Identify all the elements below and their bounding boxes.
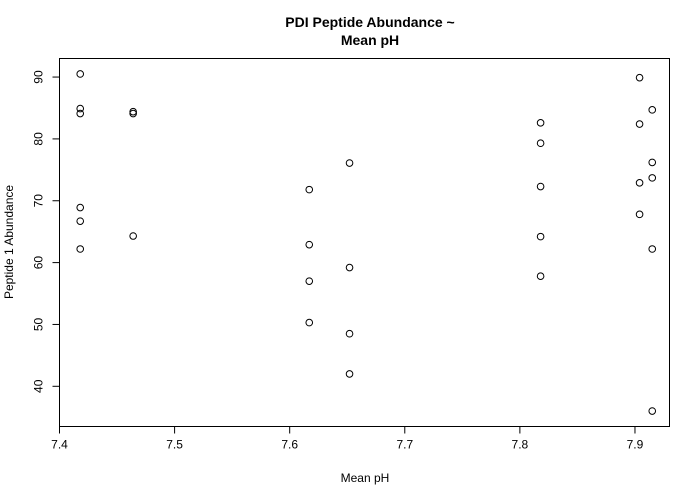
x-tick-label: 7.9 <box>627 438 644 452</box>
x-axis: 7.4 7.5 7.6 7.7 7.8 7.9 <box>51 426 644 452</box>
y-tick-label: 70 <box>32 194 46 208</box>
y-tick-label: 60 <box>32 256 46 270</box>
plot-frame <box>59 58 670 427</box>
data-point <box>648 407 657 415</box>
data-point <box>635 73 644 82</box>
data-point <box>76 104 85 113</box>
x-axis-label: Mean pH <box>341 471 390 485</box>
data-point <box>536 272 545 281</box>
y-tick-label: 50 <box>32 317 46 331</box>
data-point <box>536 139 545 148</box>
x-tick-label: 7.6 <box>281 438 298 452</box>
data-point <box>129 109 137 118</box>
data-point <box>536 119 545 127</box>
data-point <box>345 159 354 167</box>
data-point <box>648 158 657 167</box>
data-point <box>345 329 354 338</box>
data-point <box>536 182 545 191</box>
data-point <box>345 370 354 378</box>
data-point <box>305 277 314 285</box>
data-point <box>648 245 657 253</box>
chart-title-line-1: PDI Peptide Abundance ~ <box>285 14 454 30</box>
data-point <box>345 263 354 272</box>
y-tick-label: 40 <box>32 379 46 393</box>
data-point <box>635 120 644 128</box>
data-point <box>305 318 314 327</box>
data-point <box>76 245 85 253</box>
data-point <box>536 232 545 241</box>
data-point <box>648 106 657 114</box>
x-tick-label: 7.4 <box>51 438 68 452</box>
data-points <box>76 70 657 415</box>
y-axis: 40 50 60 70 80 90 <box>32 70 60 393</box>
data-point <box>305 185 314 194</box>
data-point <box>305 240 314 249</box>
y-axis-label: Peptide 1 Abundance <box>2 185 16 299</box>
data-point <box>635 179 644 187</box>
data-point <box>648 174 657 182</box>
y-tick-label: 80 <box>32 132 46 146</box>
x-tick-label: 7.8 <box>512 438 529 452</box>
data-point <box>76 109 85 118</box>
y-tick-label: 90 <box>32 70 46 84</box>
x-tick-label: 7.5 <box>166 438 183 452</box>
chart-title-line-2: Mean pH <box>341 32 399 48</box>
data-point <box>635 210 644 219</box>
data-point <box>76 203 85 212</box>
data-point <box>76 217 85 225</box>
data-point <box>129 232 137 240</box>
data-point <box>76 70 85 78</box>
x-tick-label: 7.7 <box>396 438 413 452</box>
